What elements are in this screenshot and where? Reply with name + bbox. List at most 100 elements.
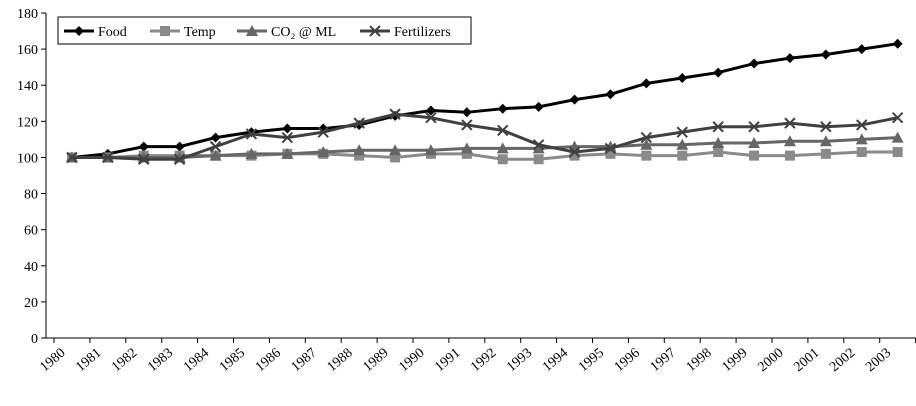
point [712, 137, 725, 148]
x-tick-label: 1989 [361, 346, 392, 375]
point [533, 154, 544, 165]
point [892, 147, 903, 158]
point [604, 142, 617, 155]
point [891, 131, 904, 143]
point [209, 140, 222, 153]
x-tick-label: 1992 [468, 346, 499, 375]
x-tick-label: 1986 [253, 346, 284, 375]
point [497, 103, 508, 114]
x-tick-label: 2000 [755, 346, 786, 375]
x-tick-label: 1999 [720, 346, 751, 375]
point [641, 150, 652, 161]
point [353, 117, 365, 129]
x-tick-label: 1987 [289, 346, 320, 375]
point [497, 124, 509, 137]
x-tick-label: 1996 [612, 346, 643, 375]
x-tick-label: 1998 [684, 346, 715, 375]
point [532, 139, 545, 151]
y-tick-label: 80 [24, 188, 38, 203]
point [605, 89, 616, 100]
point [640, 138, 653, 150]
x-tick-label: 1981 [73, 346, 104, 375]
point [66, 151, 78, 164]
y-tick-label: 120 [17, 115, 38, 130]
y-tick-label: 40 [24, 260, 38, 275]
point [209, 149, 222, 161]
point [856, 44, 867, 55]
y-tick-label: 0 [31, 332, 38, 347]
point [820, 148, 831, 159]
point [389, 108, 401, 120]
point [317, 146, 330, 158]
point [784, 53, 795, 64]
legend-marker [74, 26, 84, 36]
x-tick-label: 1993 [504, 346, 535, 375]
point [676, 126, 688, 138]
x-tick-label: 2002 [827, 346, 858, 375]
point [354, 150, 365, 161]
point [461, 148, 472, 159]
x-tick-label: 1985 [217, 346, 248, 375]
point [460, 142, 473, 154]
point [210, 132, 221, 143]
x-tick-label: 1980 [37, 346, 68, 375]
point [281, 131, 294, 144]
point [353, 144, 366, 156]
point [677, 150, 688, 161]
series-line [71, 136, 898, 159]
point [425, 105, 436, 116]
y-tick-label: 160 [17, 43, 38, 58]
point [461, 119, 473, 131]
x-tick-label: 1990 [396, 346, 427, 375]
point [173, 153, 186, 165]
x-tick-label: 1984 [181, 346, 212, 375]
point [676, 138, 689, 150]
point [677, 73, 688, 83]
point [712, 121, 724, 133]
y-tick-label: 20 [24, 296, 38, 311]
legend-marker [246, 25, 258, 36]
point [820, 121, 832, 133]
point [390, 152, 401, 163]
point [138, 141, 149, 152]
x-tick-label: 2001 [791, 346, 822, 375]
point [855, 133, 868, 145]
y-tick-label: 140 [17, 79, 38, 94]
point [641, 78, 652, 89]
x-tick-label: 1988 [325, 346, 356, 375]
x-tick-label: 1997 [648, 346, 679, 375]
x-tick-label: 1995 [576, 346, 607, 375]
point [569, 94, 580, 105]
point [784, 117, 796, 129]
point [856, 147, 867, 158]
legend-label: Fertilizers [394, 25, 451, 40]
point [317, 126, 329, 138]
series-line [71, 112, 898, 161]
point [424, 144, 437, 156]
y-tick-label: 60 [24, 224, 38, 239]
point [819, 135, 832, 147]
y-tick-label: 100 [17, 151, 38, 166]
point [532, 142, 545, 154]
point [748, 137, 761, 148]
point [281, 147, 294, 159]
point [497, 154, 508, 165]
x-tick-label: 1991 [432, 346, 463, 375]
point [461, 107, 472, 118]
legend-label: Temp [184, 25, 216, 40]
point [282, 123, 293, 134]
point [496, 142, 509, 154]
point [856, 119, 868, 131]
x-tick-label: 1983 [145, 346, 176, 375]
x-tick-label: 1994 [540, 346, 571, 375]
point [389, 144, 402, 156]
point [174, 141, 185, 152]
point [820, 49, 831, 60]
point [784, 150, 795, 161]
point [892, 38, 903, 49]
point [713, 67, 724, 78]
point [749, 58, 760, 69]
legend-marker [369, 25, 381, 37]
legend: Food Temp CO₂ @ ML Fertilizers [57, 16, 472, 45]
point [713, 147, 724, 158]
